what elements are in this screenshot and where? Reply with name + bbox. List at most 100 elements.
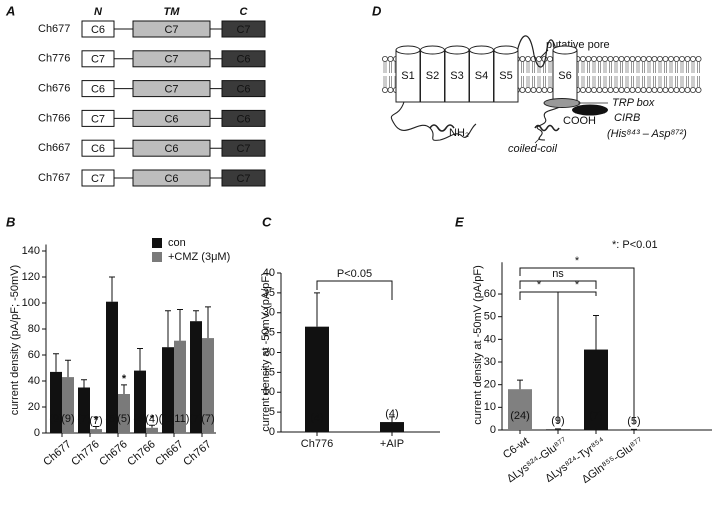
domain-label: C7: [236, 173, 250, 185]
significance-mark: *: [150, 413, 155, 425]
lipid-tail: [582, 76, 584, 87]
bar: [90, 429, 102, 433]
comparison-bracket: [520, 281, 596, 289]
lipid-head: [525, 87, 530, 92]
lipid-head: [624, 56, 629, 61]
x-tick-label: Ch766: [125, 438, 158, 468]
lipid-tail: [593, 62, 595, 73]
lipid-tail: [533, 62, 535, 73]
lipid-tail: [621, 62, 623, 73]
domain-label: C7: [91, 54, 105, 66]
error-bar: [205, 307, 211, 338]
lipid-tail: [676, 62, 678, 73]
lipid-tail: [527, 76, 529, 87]
lipid-tail: [549, 76, 551, 87]
domain-header: TM: [164, 6, 181, 18]
lipid-head: [657, 87, 662, 92]
comparison-label: *: [575, 255, 580, 267]
lipid-head: [542, 87, 547, 92]
y-tick-label: 10: [263, 386, 275, 398]
lipid-tail: [626, 76, 628, 87]
lipid-tail: [698, 62, 700, 73]
segment-label: S2: [426, 70, 439, 82]
cirb-range: (His⁸⁴³ – Asp⁸⁷²): [607, 128, 687, 140]
segment-top: [396, 46, 420, 54]
n-label: (7): [589, 410, 602, 422]
y-tick-label: 60: [484, 288, 496, 300]
lipid-tail: [665, 62, 667, 73]
domain-label: C7: [91, 113, 105, 125]
lipid-head: [646, 87, 651, 92]
error-bar: [165, 311, 171, 347]
domain-label: C7: [164, 84, 178, 96]
lipid-tail: [676, 76, 678, 87]
legend-label: +CMZ (3μM): [168, 251, 230, 263]
bar: [380, 422, 404, 432]
lipid-head: [602, 56, 607, 61]
y-tick-label: 15: [263, 366, 275, 378]
lipid-tail: [654, 62, 656, 73]
panel-label: C: [262, 214, 272, 229]
lipid-tail: [599, 62, 601, 73]
construct-name: Ch667: [38, 142, 70, 154]
x-tick-label: Ch776: [69, 438, 102, 468]
lipid-head: [619, 56, 624, 61]
lipid-head: [520, 87, 525, 92]
y-tick-label: 100: [22, 297, 40, 309]
y-axis-label: current density (pA/pF; -50mV): [9, 265, 21, 415]
y-tick-label: 20: [28, 401, 40, 413]
domain-label: C6: [164, 173, 178, 185]
lipid-head: [586, 87, 591, 92]
lipid-head: [641, 56, 646, 61]
n-label: (5): [117, 413, 130, 425]
c-terminus-label: COOH: [563, 115, 596, 127]
panel-label: E: [455, 214, 464, 229]
domain-label: C6: [236, 54, 250, 66]
lipid-head: [652, 56, 657, 61]
lipid-head: [652, 87, 657, 92]
bar: [146, 428, 158, 433]
construct-name: Ch776: [38, 53, 70, 65]
coiled-coil-label: coiled-coil: [508, 143, 557, 155]
lipid-head: [597, 56, 602, 61]
comparison-bracket: [317, 281, 392, 300]
y-tick-label: 40: [263, 267, 275, 279]
lipid-tail: [637, 76, 639, 87]
lipid-tail: [527, 62, 529, 73]
lipid-tail: [522, 76, 524, 87]
lipid-head: [591, 87, 596, 92]
cirb-domain: [572, 105, 608, 116]
lipid-tail: [384, 76, 386, 87]
lipid-tail: [670, 76, 672, 87]
lipid-head: [690, 87, 695, 92]
annotation: *: P<0.01: [612, 239, 658, 251]
y-tick-label: 30: [484, 356, 496, 368]
lipid-head: [668, 56, 673, 61]
trp-box-domain: [544, 99, 580, 108]
lipid-head: [674, 56, 679, 61]
lipid-head: [630, 56, 635, 61]
error-bar: [593, 316, 599, 350]
y-tick-label: 0: [490, 424, 496, 436]
domain-header: N: [94, 6, 103, 18]
lipid-tail: [604, 62, 606, 73]
segment-top: [470, 46, 494, 54]
lipid-head: [624, 87, 629, 92]
y-tick-label: 20: [263, 346, 275, 358]
lipid-tail: [615, 62, 617, 73]
domain-label: C7: [91, 173, 105, 185]
segment-label: S6: [558, 70, 571, 82]
comparison-label: ns: [552, 268, 564, 280]
domain-label: C6: [164, 113, 178, 125]
lipid-head: [602, 87, 607, 92]
domain-label: C6: [91, 143, 105, 155]
domain-label: C7: [164, 24, 178, 36]
lipid-tail: [643, 62, 645, 73]
n-label: (4): [310, 412, 323, 424]
error-bar: [193, 311, 199, 321]
n-label: (9): [61, 413, 74, 425]
lipid-head: [663, 87, 668, 92]
comparison-label: *: [537, 279, 542, 291]
y-tick-label: 80: [28, 323, 40, 335]
